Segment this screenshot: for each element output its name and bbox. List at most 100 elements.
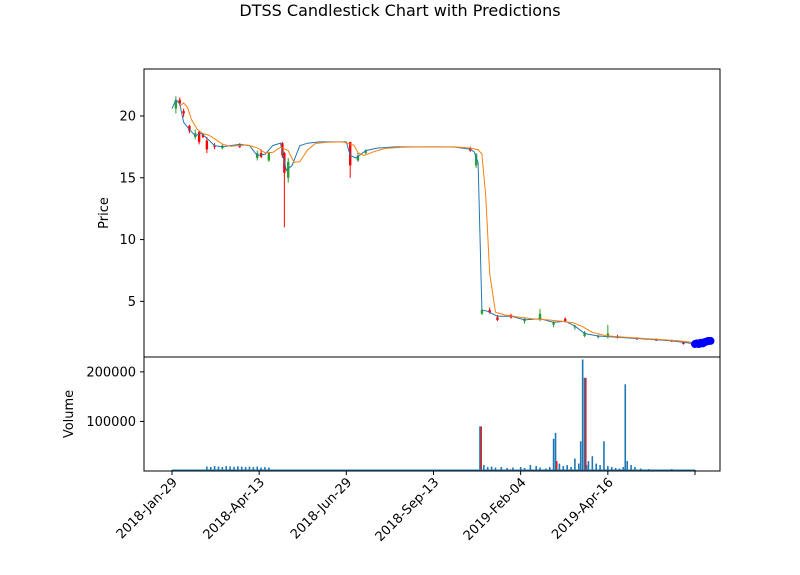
volume-bar bbox=[500, 467, 503, 471]
ma-fast-line bbox=[171, 99, 692, 344]
x-tick-label: 2019-Feb-04 bbox=[461, 475, 530, 544]
volume-bar bbox=[579, 441, 582, 471]
volume-bar bbox=[490, 466, 493, 471]
volume-bar bbox=[607, 466, 609, 471]
volume-bar bbox=[213, 466, 216, 471]
candle-body bbox=[349, 141, 352, 166]
volume-bar bbox=[562, 466, 565, 471]
candle-body bbox=[564, 318, 567, 322]
candle-body bbox=[682, 342, 685, 345]
volume-bar bbox=[581, 359, 584, 471]
volume-bar bbox=[624, 384, 627, 471]
volume-bar bbox=[244, 467, 247, 471]
price-panel-background bbox=[144, 69, 720, 357]
volume-bar bbox=[570, 467, 572, 471]
volume-bar bbox=[248, 466, 251, 471]
candle-body bbox=[213, 145, 216, 147]
volume-bar bbox=[603, 441, 605, 471]
price-panel: 5 10 15 20 Price bbox=[97, 68, 721, 358]
volume-bar bbox=[519, 467, 522, 471]
candle-body bbox=[480, 310, 484, 314]
candle-body bbox=[267, 153, 271, 161]
x-tick-label: 2018-Jan-29 bbox=[114, 475, 181, 542]
candle-body bbox=[205, 140, 209, 150]
volume-bar bbox=[630, 465, 632, 471]
volume-bar bbox=[548, 467, 551, 471]
volume-bar bbox=[221, 467, 224, 471]
volume-bar bbox=[209, 467, 212, 471]
x-tick-label: 2018-Jun-29 bbox=[288, 475, 355, 542]
volume-bar bbox=[577, 463, 580, 471]
volume-y-axis: 100000 200000 bbox=[86, 365, 144, 430]
volume-bar bbox=[512, 467, 514, 471]
volume-bar bbox=[479, 426, 481, 471]
volume-bar bbox=[206, 466, 208, 471]
candle-body bbox=[364, 150, 367, 154]
candle-body bbox=[496, 317, 499, 320]
volume-bar bbox=[610, 467, 613, 471]
candle-body bbox=[182, 111, 185, 114]
candle-body bbox=[174, 99, 178, 109]
volume-bar bbox=[591, 456, 594, 471]
volume-bar bbox=[217, 466, 220, 471]
x-tick-label: 2018-Sep-13 bbox=[373, 475, 443, 545]
volume-bar bbox=[626, 461, 629, 471]
volume-bar bbox=[599, 465, 601, 471]
price-y-axis-label: Price bbox=[97, 197, 112, 229]
volume-bar bbox=[574, 458, 576, 471]
volume-bar-highlight bbox=[555, 461, 558, 471]
volume-bar bbox=[268, 467, 270, 471]
volume-panel-background bbox=[144, 357, 720, 471]
candle-body bbox=[583, 332, 586, 336]
price-y-tick-label: 5 bbox=[128, 295, 136, 310]
candle-body bbox=[488, 310, 491, 313]
price-y-axis: 5 10 15 20 bbox=[119, 109, 144, 310]
volume-bar-highlight bbox=[480, 426, 482, 471]
candle-body bbox=[188, 125, 191, 131]
volume-bar bbox=[554, 432, 557, 471]
volume-bar bbox=[622, 467, 625, 471]
candle-body bbox=[178, 99, 181, 104]
candle-body bbox=[287, 161, 290, 178]
volume-bar bbox=[529, 465, 532, 471]
volume-bar bbox=[583, 377, 586, 471]
volume-bar bbox=[595, 463, 598, 471]
volume-bar bbox=[494, 467, 497, 471]
price-y-tick-label: 15 bbox=[119, 171, 136, 186]
prediction-point bbox=[706, 336, 715, 345]
x-axis: 2018-Jan-29 2018-Apr-13 2018-Jun-29 2018-Se… bbox=[114, 471, 696, 545]
x-tick-label: 2018-Apr-13 bbox=[201, 475, 268, 542]
candle-body bbox=[197, 132, 201, 142]
candle-body bbox=[552, 322, 555, 325]
volume-bar bbox=[252, 467, 255, 471]
volume-y-tick-label: 100000 bbox=[86, 415, 136, 430]
volume-bar bbox=[237, 466, 239, 471]
price-y-tick-label: 20 bbox=[119, 109, 136, 124]
ma-slow-line bbox=[179, 102, 692, 344]
volume-bar bbox=[260, 467, 262, 471]
volume-panel-frame bbox=[143, 356, 721, 472]
volume-bar bbox=[587, 461, 590, 471]
volume-bar bbox=[552, 438, 555, 471]
candle-body bbox=[356, 155, 360, 161]
volume-bar bbox=[229, 466, 231, 471]
volume-bar bbox=[240, 466, 243, 471]
volume-bar bbox=[634, 467, 636, 471]
volume-bar bbox=[486, 467, 489, 471]
volume-panel: 100000 200000 Volume bbox=[62, 356, 721, 472]
volume-y-axis-label: Volume bbox=[62, 390, 77, 438]
candle-body bbox=[474, 154, 478, 166]
volume-bar bbox=[558, 463, 561, 471]
candle-body bbox=[281, 143, 284, 156]
candle-body bbox=[596, 335, 600, 338]
volume-bar bbox=[535, 466, 537, 471]
volume-bar bbox=[264, 467, 266, 471]
chart-title: DTSS Candlestick Chart with Predictions bbox=[239, 1, 560, 20]
volume-bar-highlight bbox=[584, 377, 587, 471]
price-y-tick-label: 10 bbox=[119, 233, 136, 248]
candle-body bbox=[201, 134, 205, 137]
volume-bar bbox=[539, 467, 541, 471]
volume-bar bbox=[483, 465, 485, 471]
